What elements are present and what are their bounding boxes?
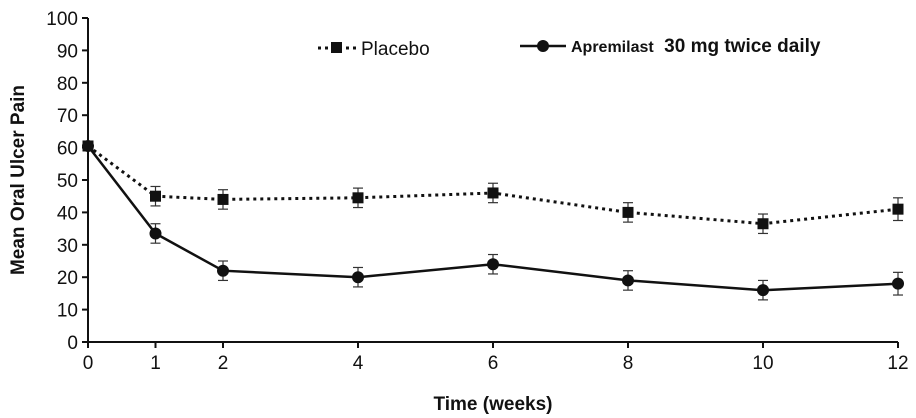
y-tick-label: 40 [57,203,78,224]
data-point-square [150,190,161,202]
y-tick-label: 20 [57,268,78,289]
data-point-circle [757,284,769,297]
x-tick-label: 1 [150,353,161,374]
legend-apremilast-label-bold: Apremilast [571,39,654,56]
x-tick-label: 8 [623,353,634,374]
series-placebo [82,140,904,235]
data-point-square [892,203,904,215]
legend-placebo-marker [331,42,342,53]
series-apremilast [82,139,904,301]
y-tick-label: 60 [57,139,78,160]
x-tick-label: 4 [353,353,364,374]
x-tick-label: 6 [488,353,499,374]
data-point-square [217,193,229,205]
legend-item-placebo: Placebo [318,39,430,60]
y-ticks: 0 10 20 30 40 50 60 70 80 90 100 [46,9,88,354]
series-line [87,145,899,292]
data-point-square [622,206,634,218]
legend-item-apremilast: Apremilast 30 mg twice daily [520,36,821,57]
data-point-circle [622,274,634,287]
data-point-circle [82,139,94,152]
x-tick-label: 12 [887,353,908,374]
y-tick-label: 0 [67,333,78,354]
x-ticks: 0 1 2 4 6 8 10 12 [83,342,909,374]
legend-apremilast-label-rest: 30 mg twice daily [664,36,821,57]
x-tick-label: 0 [83,353,94,374]
series-layer [82,139,904,301]
data-point-square [352,192,364,204]
x-tick-label: 10 [752,353,773,374]
legend-apremilast-label: Apremilast 30 mg twice daily [571,36,821,57]
y-tick-label: 80 [57,74,78,95]
x-axis-title: Time (weeks) [434,394,553,415]
y-tick-label: 30 [57,236,78,257]
data-point-square [757,218,769,230]
legend-apremilast-marker [537,40,549,52]
data-point-circle [892,277,904,290]
y-tick-label: 10 [57,301,78,322]
y-tick-label: 90 [57,41,78,62]
data-point-circle [149,227,162,240]
data-point-circle [487,258,499,271]
y-axis-title: Mean Oral Ulcer Pain [8,85,29,275]
data-point-square [487,187,499,199]
legend: Placebo Apremilast 30 mg twice daily [318,36,821,60]
y-tick-label: 50 [57,171,78,192]
y-tick-label: 70 [57,106,78,127]
x-tick-label: 2 [218,353,229,374]
legend-placebo-label: Placebo [361,39,430,60]
y-tick-label: 100 [46,9,78,30]
data-point-circle [217,264,229,277]
data-point-circle [352,271,364,284]
